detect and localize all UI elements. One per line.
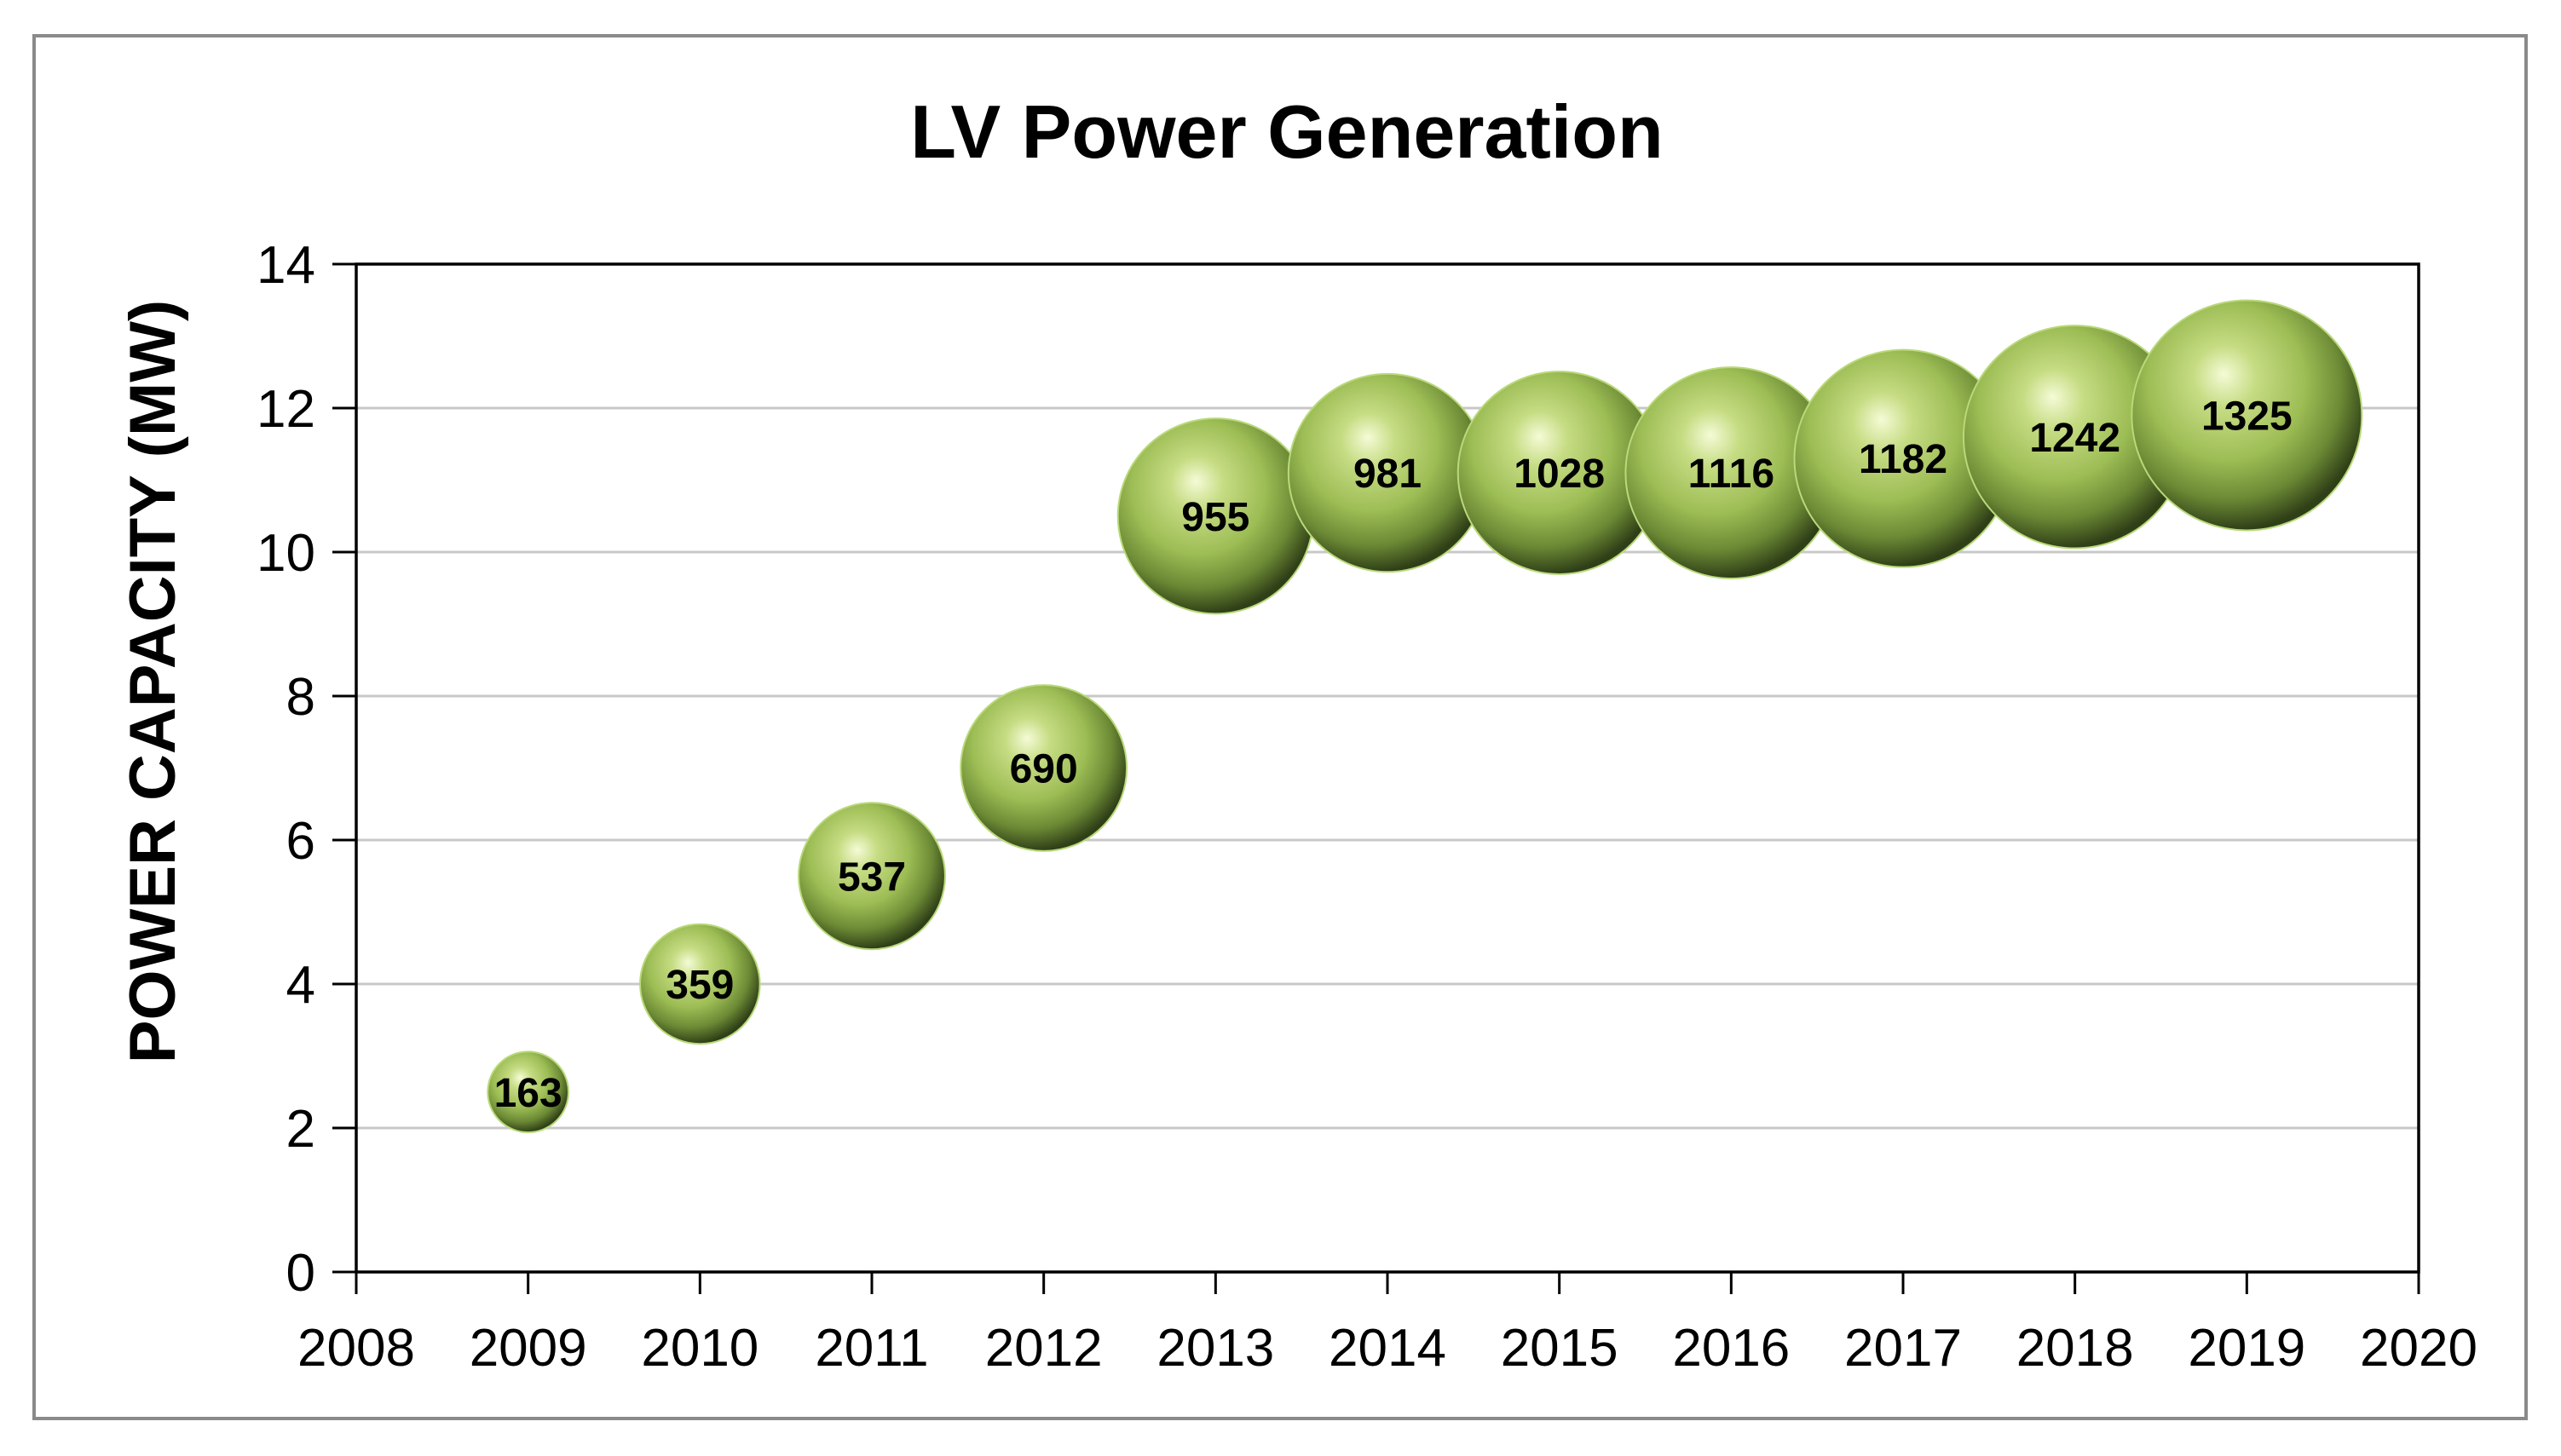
data-label-2011: 537 bbox=[838, 855, 906, 900]
data-label-2014: 981 bbox=[1353, 452, 1422, 497]
bubble-2009 bbox=[487, 1050, 570, 1134]
x-tick-label: 2009 bbox=[470, 1319, 587, 1378]
chart-title: LV Power Generation bbox=[910, 89, 1663, 174]
data-label-2017: 1182 bbox=[1859, 437, 1947, 482]
y-tick-labels: 0 2 4 6 8 10 12 14 bbox=[257, 236, 315, 1303]
x-tick-label: 2012 bbox=[985, 1319, 1103, 1378]
x-tick-label: 2019 bbox=[2188, 1319, 2305, 1378]
data-label-2013: 955 bbox=[1181, 495, 1249, 540]
axes bbox=[332, 262, 2420, 1294]
data-label-2018: 1242 bbox=[2029, 416, 2120, 461]
x-tick-labels: 2008 2009 2010 2011 2012 2013 2014 2015 2016 2017… bbox=[297, 1319, 2477, 1378]
x-tick-label: 2020 bbox=[2360, 1319, 2477, 1378]
x-tick-label: 2016 bbox=[1672, 1319, 1790, 1378]
y-tick-label: 12 bbox=[257, 380, 315, 439]
bubble-2019 bbox=[2131, 299, 2363, 532]
bubble-2012 bbox=[960, 684, 1128, 852]
x-tick-label: 2015 bbox=[1501, 1319, 1618, 1378]
y-tick-label: 8 bbox=[286, 668, 315, 727]
x-tick-label: 2013 bbox=[1156, 1319, 1274, 1378]
data-label-2019: 1325 bbox=[2201, 394, 2293, 439]
data-label-2016: 1116 bbox=[1688, 452, 1774, 497]
x-tick-label: 2017 bbox=[1844, 1319, 1962, 1378]
y-tick-label: 0 bbox=[286, 1244, 315, 1303]
plot-area-border bbox=[355, 262, 2420, 1274]
y-tick-label: 14 bbox=[257, 236, 315, 295]
bubble-2011 bbox=[798, 802, 946, 951]
bubbles bbox=[487, 299, 2363, 1134]
x-tick-label: 2008 bbox=[297, 1319, 415, 1378]
y-axis-label: POWER CAPACITY (MW) bbox=[117, 300, 189, 1063]
data-labels: 163 359 537 690 955 981 1028 1116 1182 1242 1325 bbox=[494, 394, 2293, 1115]
x-tick-label: 2010 bbox=[641, 1319, 758, 1378]
data-label-2009: 163 bbox=[494, 1071, 562, 1116]
x-tick-label: 2014 bbox=[1329, 1319, 1446, 1378]
bubble-2010 bbox=[639, 923, 761, 1045]
x-tick-label: 2018 bbox=[2016, 1319, 2134, 1378]
y-tick-label: 4 bbox=[286, 956, 315, 1015]
y-tick-label: 2 bbox=[286, 1100, 315, 1159]
x-tick-label: 2011 bbox=[815, 1319, 928, 1378]
data-label-2015: 1028 bbox=[1514, 452, 1605, 497]
data-label-2012: 690 bbox=[1010, 747, 1078, 792]
y-tick-label: 10 bbox=[257, 524, 315, 583]
data-label-2010: 359 bbox=[666, 963, 734, 1008]
y-tick-label: 6 bbox=[286, 812, 315, 871]
